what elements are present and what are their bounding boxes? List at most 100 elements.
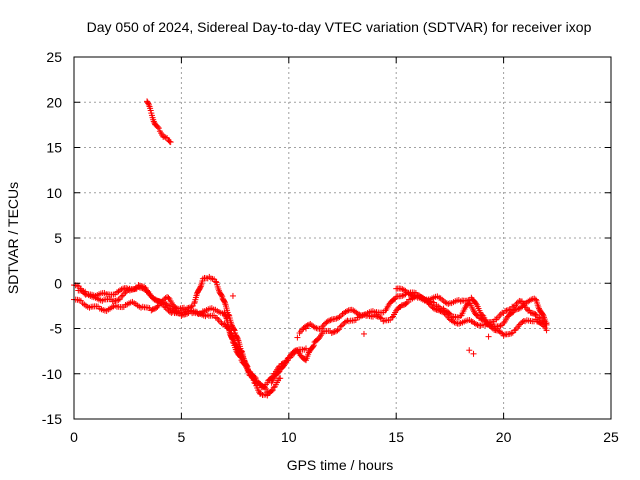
data-point [302,345,309,352]
ticks: 0 5 10 15 20 25 -15 -10 -5 0 5 10 15 20 25 [42,49,619,445]
data-point [163,301,170,308]
series-isolated [199,292,492,357]
y-tick-label: -10 [42,366,62,382]
data-point [242,362,249,369]
data-point [167,139,174,146]
data-point [164,302,171,309]
data-point [436,307,443,314]
data-point [231,326,238,333]
data-point [543,327,550,334]
data-point [231,327,238,334]
data-point [417,293,424,300]
data-point [145,100,152,107]
data-point [477,322,484,329]
data-point [335,326,342,333]
data-point [193,290,200,297]
data-point [218,292,225,299]
data-point [229,339,236,346]
x-axis-label: GPS time / hours [287,457,394,473]
y-tick-label: 20 [46,94,62,110]
series-arc-d [144,98,174,146]
data-point [197,284,204,291]
data-point [219,321,226,328]
data-point [148,293,155,300]
data-point [456,320,463,327]
data-point [338,322,345,329]
data-point [324,318,331,325]
data-point [237,353,244,360]
data-point [388,314,395,321]
y-tick-label: 10 [46,185,62,201]
data-point [199,309,206,316]
data-point [485,333,492,340]
data-point [229,292,236,299]
data-point [155,125,162,132]
data-point [360,330,367,337]
data-points [71,98,550,399]
data-point [543,321,550,328]
data-point [326,317,333,324]
y-tick-label: 25 [46,49,62,65]
series-arc-b [71,273,284,399]
data-point [519,303,526,310]
data-point [188,303,195,310]
data-point [378,315,385,322]
chart-title: Day 050 of 2024, Sidereal Day-to-day VTE… [87,19,592,35]
data-point [328,330,335,337]
data-point [152,297,159,304]
data-point [519,318,526,325]
data-point [437,308,444,315]
data-point [261,384,268,391]
data-point [118,293,125,300]
x-tick-label: 10 [281,429,297,445]
data-point [113,297,120,304]
data-point [333,315,340,322]
data-point [511,307,518,314]
data-point [305,349,312,356]
data-point [161,133,168,140]
data-point [334,327,341,334]
x-tick-label: 25 [603,429,619,445]
data-point [539,311,546,318]
data-point [302,325,309,332]
data-point [466,347,473,354]
data-point [191,300,198,307]
data-point [135,283,142,290]
data-point [189,302,196,309]
data-point [441,310,448,317]
data-point [237,354,244,361]
data-point [470,350,477,357]
data-point [532,311,539,318]
data-point [234,335,241,342]
data-point [294,334,301,341]
data-point [508,330,515,337]
data-point [233,348,240,355]
data-point [532,296,539,303]
data-point [115,296,122,303]
data-point [445,300,452,307]
data-point [142,286,149,293]
x-tick-label: 0 [70,429,78,445]
y-axis-label: SDTVAR / TECUs [5,182,21,294]
data-point [143,288,150,295]
data-point [500,320,507,327]
data-point [315,335,322,342]
data-point [277,375,284,382]
data-point [424,298,431,305]
data-point [404,299,411,306]
y-tick-label: 0 [54,275,62,291]
data-point [506,306,513,313]
data-point [310,343,317,350]
data-point [425,300,432,307]
y-tick-label: -15 [42,411,62,427]
data-point [154,123,161,130]
data-point [147,107,154,114]
y-tick-label: 5 [54,230,62,246]
data-point [340,321,347,328]
data-point [399,292,406,299]
data-point [268,388,275,395]
data-point [275,369,282,376]
x-tick-label: 20 [496,429,512,445]
data-point [218,320,225,327]
